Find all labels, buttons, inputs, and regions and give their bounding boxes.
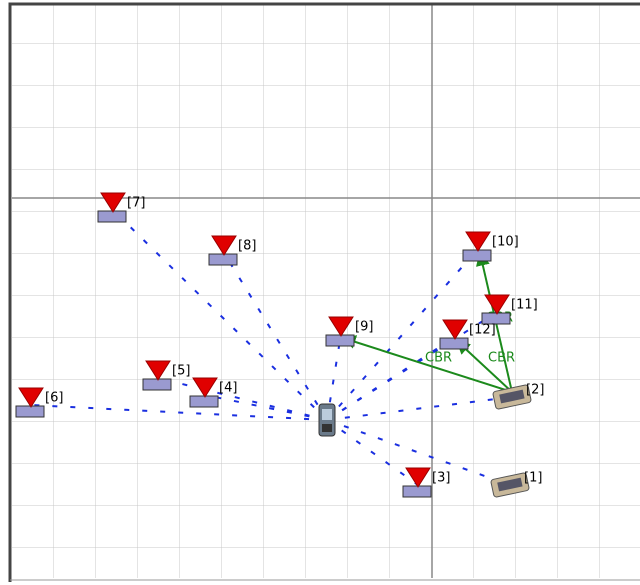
node-base [462,249,492,262]
laptop-keys [499,389,525,404]
radio-link [326,419,419,486]
node-base [15,405,45,418]
flow-label: CBR [488,351,515,366]
radio-link [223,252,328,421]
canvas-border [8,2,640,582]
node-antenna [442,319,468,340]
node-label: [11] [511,298,538,313]
mobile-node [318,403,336,437]
radio-link [326,336,456,421]
node-base [402,485,432,498]
node-label: [6] [45,391,63,406]
node-label: [8] [238,239,256,254]
node-antenna [328,316,354,337]
node-base [439,337,469,350]
node-antenna [18,387,44,408]
node-base [325,334,355,347]
radio-link [157,377,328,421]
node-antenna [405,467,431,488]
grid [12,4,640,578]
node-antenna [465,231,491,252]
node-label: [5] [172,364,190,379]
radio-link [326,333,342,421]
radio-link [326,396,513,421]
node-base [142,378,172,391]
node-label: [10] [492,235,519,250]
node-antenna [484,294,510,315]
node-base [97,210,127,223]
node-label: [1] [524,471,542,486]
radio-link [326,248,479,421]
node-antenna [100,192,126,213]
node-antenna [145,360,171,381]
node-base [189,395,219,408]
node-label: [3] [432,471,450,486]
node-antenna [192,377,218,398]
cbr-flow [341,335,513,393]
node-label: [2] [526,383,544,398]
node-label: [7] [127,196,145,211]
node-base [208,253,238,266]
node-antenna [211,235,237,256]
node-label: [4] [219,381,237,396]
node-label: [9] [355,320,373,335]
nodes: [1] [2] [3] [4] [5] [6] [7] [8] [9] [10] [11] [12] [15,192,544,498]
radio-link [30,404,328,421]
laptop-keys [497,477,523,492]
flow-label: CBR [425,351,452,366]
node-label: [12] [469,323,496,338]
